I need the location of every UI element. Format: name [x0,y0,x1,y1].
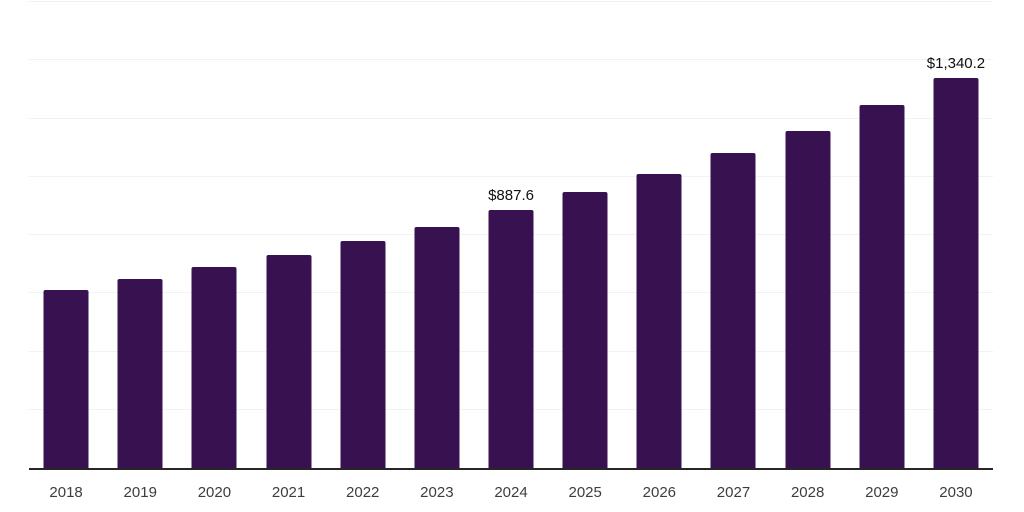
bar-value-label-2030: $1,340.2 [926,54,986,72]
bar-2021 [266,255,312,468]
x-tick-label-2026: 2026 [642,484,677,501]
bar-2020 [191,267,237,468]
gridline [29,1,993,2]
bar-group-2025 [548,2,622,468]
x-tick-label-2024: 2024 [494,484,528,501]
bar-2030 [933,77,979,468]
bar-2028 [785,131,831,468]
bar-group-2026 [622,2,696,468]
x-tick-label-2027: 2027 [716,484,751,501]
bar-group-2022 [326,2,400,468]
bar-2026 [636,174,682,468]
x-tick-label-2028: 2028 [790,484,825,501]
bar-2024 [488,209,534,468]
bar-group-2029 [845,2,919,468]
x-tick-label-2023: 2023 [420,484,454,501]
bar-2023 [414,227,460,468]
x-tick-label-2030: 2030 [939,484,973,501]
bar-group-2024: $887.6 [474,2,548,468]
x-tick-label-2021: 2021 [271,484,306,501]
x-tick-label-2018: 2018 [49,484,83,501]
x-tick-label-2020: 2020 [197,484,232,501]
bar-2018 [43,290,89,468]
bars-row: $887.6 $1,340.2 [29,2,993,468]
x-axis-line [29,468,993,470]
bar-group-2020 [177,2,251,468]
gridline [29,175,993,177]
bar-value-label-2024: $887.6 [488,186,534,204]
bar-group-2028 [771,2,845,468]
x-tick-label-2022: 2022 [346,484,380,501]
bar-group-2023 [400,2,474,468]
x-axis-labels: 2018 2019 2020 2021 2022 2023 2024 2025 2026 2027… [29,470,993,502]
bar-group-2018 [29,2,103,468]
bar-2027 [710,153,756,468]
bar-group-2027 [696,2,770,468]
gridline [29,59,993,61]
gridline [29,117,993,119]
bar-group-2019 [103,2,177,468]
bar-2029 [859,105,905,468]
bar-2022 [340,241,386,468]
x-tick-label-2029: 2029 [865,484,899,501]
bar-2025 [562,191,608,468]
bar-group-2030: $1,340.2 [919,2,993,468]
x-tick-label-2019: 2019 [123,484,157,501]
plot-area: $887.6 $1,340.2 [29,1,993,470]
bar-group-2021 [251,2,325,468]
x-tick-label-2025: 2025 [568,484,602,501]
bar-2019 [117,278,163,468]
